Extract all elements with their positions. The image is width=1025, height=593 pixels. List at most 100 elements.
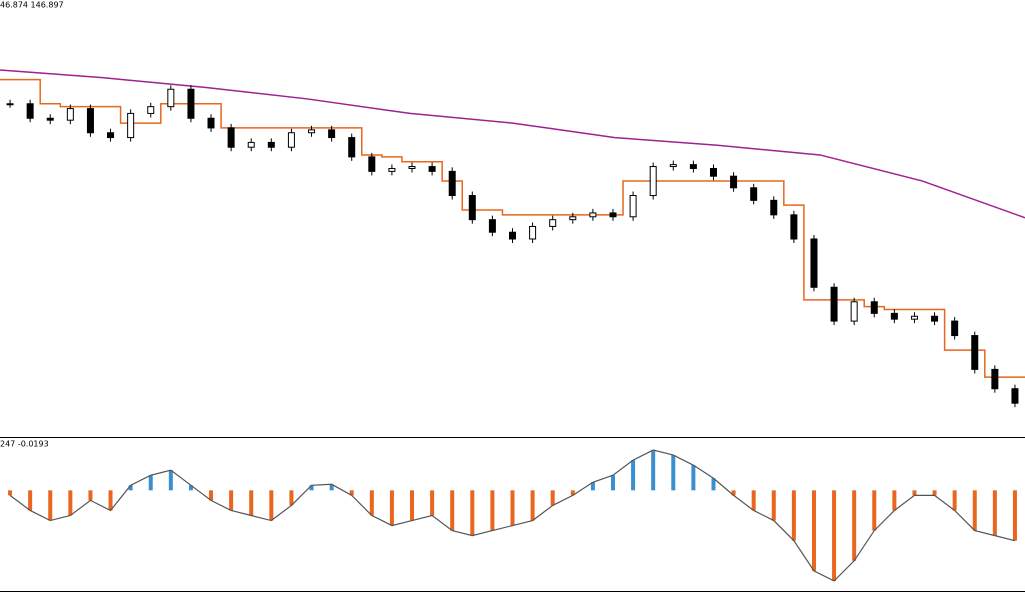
candle-body bbox=[609, 212, 617, 218]
candle-body bbox=[247, 141, 255, 148]
histogram-bar bbox=[932, 490, 937, 496]
candle-body bbox=[709, 167, 717, 177]
candle-body bbox=[348, 137, 356, 158]
histogram-bar bbox=[349, 490, 354, 496]
histogram-bar bbox=[952, 490, 957, 511]
candle-body bbox=[770, 199, 778, 216]
candle-body bbox=[86, 108, 94, 134]
histogram-bar bbox=[168, 470, 173, 491]
histogram-bar bbox=[209, 490, 214, 501]
candle-body bbox=[931, 315, 939, 322]
histogram-bar bbox=[972, 490, 977, 531]
histogram-bar bbox=[68, 490, 73, 516]
trailing-stop bbox=[0, 78, 1025, 378]
candle-body bbox=[971, 335, 979, 370]
candle-body bbox=[66, 108, 74, 121]
histogram-bar bbox=[671, 455, 676, 491]
candle-body bbox=[308, 129, 316, 134]
histogram-bar bbox=[148, 475, 153, 491]
histogram-bar bbox=[771, 490, 776, 521]
histogram-bar bbox=[8, 490, 13, 496]
candle-body bbox=[468, 195, 476, 221]
histogram-bar bbox=[229, 490, 234, 511]
candle-body bbox=[488, 219, 496, 233]
candle-body bbox=[127, 112, 135, 139]
histogram-bar bbox=[691, 465, 696, 491]
candle-body bbox=[207, 117, 215, 129]
candle-body bbox=[890, 312, 898, 320]
candle-body bbox=[529, 225, 537, 240]
histogram-bar bbox=[852, 490, 857, 561]
candle-body bbox=[107, 132, 115, 139]
candle-body bbox=[6, 103, 14, 106]
candle-body bbox=[910, 315, 918, 320]
candle-body bbox=[850, 301, 858, 322]
histogram-bar bbox=[651, 450, 656, 491]
histogram-bar bbox=[289, 490, 294, 506]
candle-body bbox=[187, 88, 195, 119]
candle-body bbox=[388, 167, 396, 172]
histogram-bar bbox=[610, 475, 615, 491]
histogram-bar bbox=[450, 490, 455, 531]
candle-body bbox=[569, 216, 577, 221]
candle-body bbox=[448, 170, 456, 197]
histogram-bar bbox=[530, 490, 535, 521]
histogram-bar bbox=[269, 490, 274, 521]
indicator-label: 247 -0.0193 bbox=[0, 440, 49, 449]
histogram-bar bbox=[188, 485, 193, 491]
candle-body bbox=[46, 117, 54, 121]
candle-body bbox=[167, 88, 175, 108]
candle-body bbox=[629, 195, 637, 218]
histogram-bar bbox=[892, 490, 897, 511]
histogram-bar bbox=[811, 490, 816, 571]
candle-body bbox=[428, 166, 436, 172]
candle-body bbox=[669, 164, 677, 168]
histogram-bar bbox=[410, 490, 415, 521]
histogram-bar bbox=[832, 490, 837, 581]
candle-body bbox=[750, 187, 758, 201]
candle-body bbox=[689, 164, 697, 169]
candle-body bbox=[870, 301, 878, 314]
histogram-bar bbox=[28, 490, 33, 511]
histogram-bar bbox=[791, 490, 796, 541]
histogram-bar bbox=[550, 490, 555, 506]
histogram-bar bbox=[329, 484, 334, 491]
histogram-bar bbox=[992, 490, 997, 536]
histogram-bar bbox=[430, 490, 435, 516]
candle-body bbox=[408, 166, 416, 169]
histogram-bar bbox=[731, 490, 736, 496]
histogram-bar bbox=[872, 490, 877, 531]
histogram-bar bbox=[369, 490, 374, 516]
moving-average bbox=[0, 69, 1025, 219]
price-label: 46.874 146.897 bbox=[0, 1, 64, 10]
histogram-bar bbox=[631, 460, 636, 491]
candle-body bbox=[509, 231, 516, 240]
candle-body bbox=[790, 214, 798, 240]
candle-body bbox=[1011, 388, 1019, 404]
candle-body bbox=[830, 286, 838, 322]
candle-body bbox=[147, 106, 155, 114]
histogram-bar bbox=[108, 490, 113, 511]
candle-body bbox=[267, 141, 275, 148]
histogram-outline bbox=[9, 449, 1016, 582]
candle-body bbox=[328, 129, 336, 139]
candle-body bbox=[951, 320, 959, 337]
histogram-bar bbox=[711, 478, 716, 491]
histogram-bar bbox=[1012, 490, 1017, 541]
histogram-bar bbox=[470, 490, 475, 536]
candle-body bbox=[287, 132, 295, 148]
candle-body bbox=[649, 166, 657, 197]
histogram-bar bbox=[88, 490, 93, 501]
candle-body bbox=[730, 175, 738, 189]
histogram-bar bbox=[128, 485, 133, 491]
histogram-bar bbox=[510, 490, 515, 526]
candle-body bbox=[810, 238, 818, 288]
candle-body bbox=[368, 156, 376, 172]
candle-body bbox=[991, 368, 999, 390]
candle-body bbox=[549, 219, 557, 227]
histogram-bar bbox=[48, 490, 53, 521]
histogram-bar bbox=[490, 490, 495, 531]
candle-body bbox=[227, 127, 235, 148]
histogram-bar bbox=[590, 482, 595, 491]
